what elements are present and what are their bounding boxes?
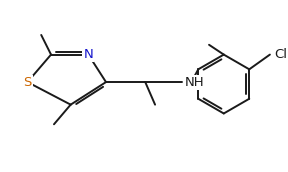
Text: N: N (84, 48, 93, 61)
Text: S: S (23, 76, 32, 89)
Text: NH: NH (185, 76, 204, 89)
Text: Cl: Cl (274, 48, 287, 61)
